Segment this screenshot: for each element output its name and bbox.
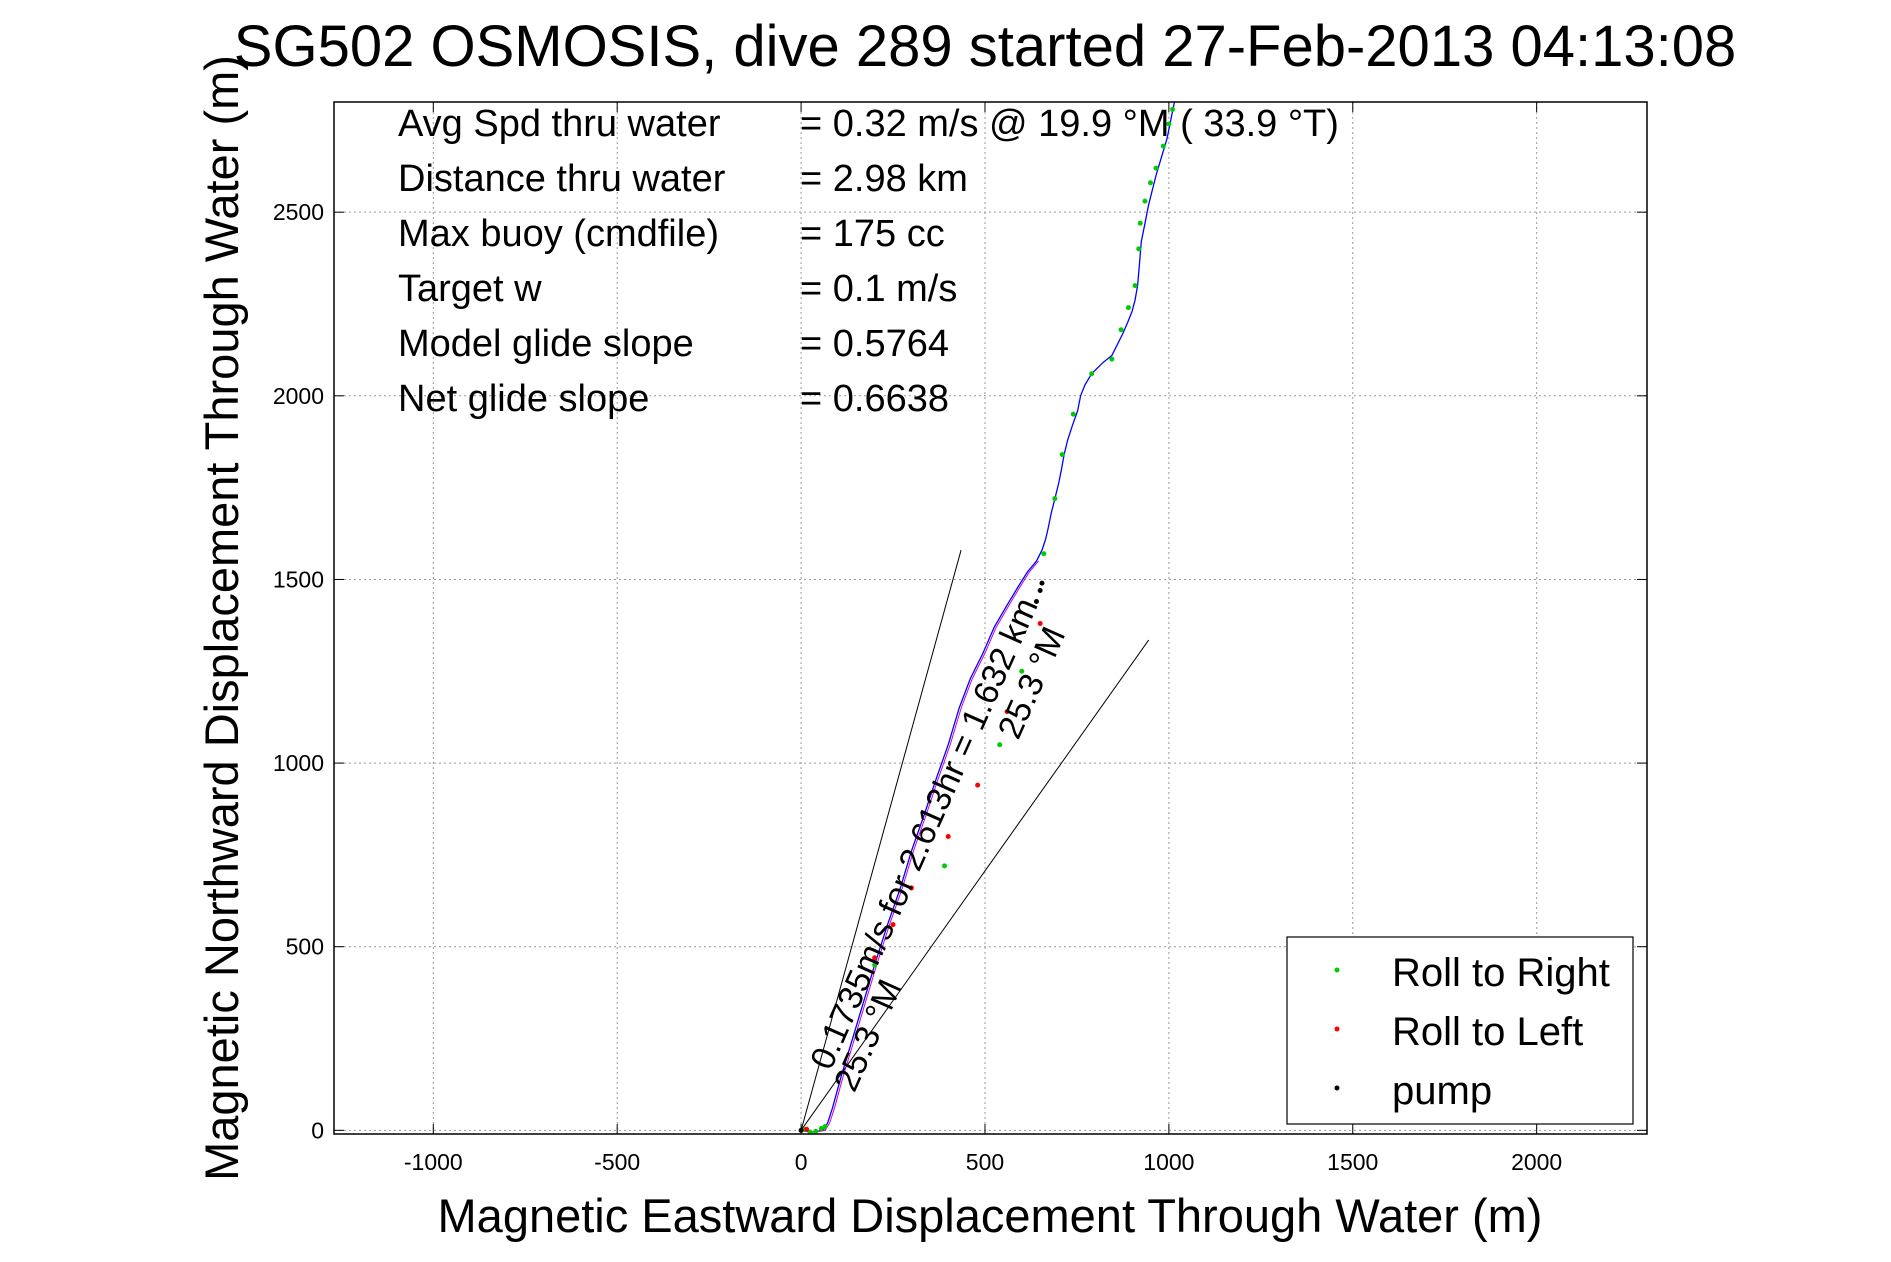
point-roll-to-right xyxy=(1118,327,1124,333)
point-roll-to-right xyxy=(1052,496,1058,502)
stat-label: Max buoy (cmdfile) xyxy=(398,213,719,255)
point-roll-to-right xyxy=(1125,305,1131,311)
point-roll-to-right xyxy=(1160,143,1166,149)
point-roll-to-right xyxy=(1041,551,1047,557)
y-tick-label: 1500 xyxy=(273,566,324,592)
point-roll-to-right xyxy=(1170,106,1176,112)
plot-frame xyxy=(333,101,1648,1135)
annotation-text: 0.1735m/s for 2.613hr = 1.632 km xyxy=(803,592,1046,1075)
stat-label: Model glide slope xyxy=(398,323,694,365)
point-roll-to-right xyxy=(1147,180,1153,186)
point-roll-to-left xyxy=(872,955,878,961)
stat-label: Distance thru water xyxy=(398,158,726,200)
y-tick-label: 1000 xyxy=(273,750,324,776)
point-pump xyxy=(1039,580,1045,586)
point-roll-to-right xyxy=(1109,356,1115,362)
point-roll-to-right xyxy=(1070,411,1076,417)
legend-marker xyxy=(1334,1085,1340,1091)
legend-marker xyxy=(1334,1026,1340,1032)
current-line xyxy=(800,549,962,1131)
point-pump xyxy=(1037,587,1043,593)
point-roll-to-left xyxy=(908,885,914,891)
point-roll-to-left xyxy=(804,1126,810,1132)
stat-value: = 0.32 m/s @ 19.9 °M ( 33.9 °T) xyxy=(800,103,1339,145)
point-roll-to-right xyxy=(1132,283,1138,289)
y-axis-label: Magnetic Northward Displacement Through … xyxy=(195,55,248,1181)
legend-box xyxy=(1286,936,1634,1125)
stat-label: Target w xyxy=(398,268,542,310)
legend-label: Roll to Left xyxy=(1392,1010,1583,1054)
x-tick-label: 500 xyxy=(966,1149,1004,1175)
stat-value: = 0.5764 xyxy=(800,323,949,365)
series-points xyxy=(798,106,1176,1135)
stat-value: = 0.6638 xyxy=(800,378,949,420)
point-roll-to-right xyxy=(1019,668,1025,674)
y-ticks: 0 500 1000 1500 2000 2500 xyxy=(273,199,1647,1143)
point-roll-to-right xyxy=(813,1128,819,1134)
track-polyline-secondary xyxy=(802,560,1039,1133)
y-tick-label: 2000 xyxy=(273,383,324,409)
point-roll-to-right xyxy=(872,962,878,968)
point-roll-to-right xyxy=(997,742,1003,748)
point-roll-to-right xyxy=(1137,220,1143,226)
point-roll-to-left xyxy=(890,922,896,928)
x-ticks: -1000 -500 0 500 1000 1500 2000 xyxy=(404,102,1562,1175)
stat-value: = 0.1 m/s xyxy=(800,268,957,310)
legend-marker xyxy=(1334,967,1340,973)
legend-label: Roll to Right xyxy=(1392,951,1610,995)
stat-value: = 2.98 km xyxy=(800,158,968,200)
stat-label: Net glide slope xyxy=(398,378,649,420)
stat-value: = 175 cc xyxy=(800,213,945,255)
x-tick-label: 1500 xyxy=(1327,1149,1378,1175)
legend-label: pump xyxy=(1392,1069,1492,1113)
current-line xyxy=(800,639,1150,1131)
point-roll-to-right xyxy=(1142,198,1148,204)
y-tick-label: 0 xyxy=(311,1117,324,1143)
y-tick-label: 500 xyxy=(286,934,324,960)
x-tick-label: 1000 xyxy=(1143,1149,1194,1175)
point-roll-to-right xyxy=(1166,121,1172,127)
point-roll-to-right xyxy=(1089,371,1095,377)
point-roll-to-left xyxy=(945,834,951,840)
point-roll-to-right xyxy=(822,1124,828,1130)
point-pump xyxy=(1033,598,1039,604)
grid xyxy=(334,102,1647,1134)
point-roll-to-left xyxy=(975,782,981,788)
stats-block: Avg Spd thru water = 0.32 m/s @ 19.9 °M (… xyxy=(398,103,1339,420)
x-tick-label: -1000 xyxy=(404,1149,463,1175)
point-roll-to-right xyxy=(1136,246,1142,252)
chart-title: SG502 OSMOSIS, dive 289 started 27-Feb-2… xyxy=(234,14,1736,79)
legend: Roll to Right Roll to Left pump xyxy=(1286,936,1634,1125)
y-tick-label: 2500 xyxy=(273,199,324,225)
point-roll-to-right xyxy=(1059,452,1065,458)
x-tick-label: -500 xyxy=(594,1149,640,1175)
x-tick-label: 2000 xyxy=(1511,1149,1562,1175)
current-lines xyxy=(800,549,1150,1131)
x-tick-label: 0 xyxy=(795,1149,808,1175)
x-axis-label: Magnetic Eastward Displacement Through W… xyxy=(438,1189,1543,1242)
stat-label: Avg Spd thru water xyxy=(398,103,721,145)
point-roll-to-left xyxy=(1004,709,1010,715)
point-roll-to-left xyxy=(1037,621,1043,627)
point-roll-to-right xyxy=(1153,165,1159,171)
point-roll-to-right xyxy=(942,863,948,869)
